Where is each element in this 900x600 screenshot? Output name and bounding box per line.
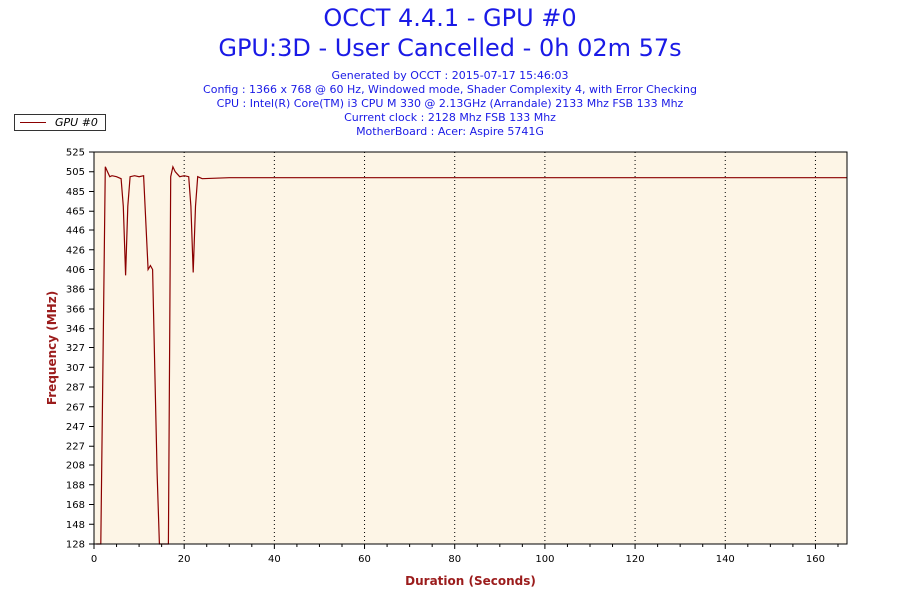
- chart-title: OCCT 4.4.1 - GPU #0: [323, 4, 577, 32]
- info-clock: Current clock : 2128 Mhz FSB 133 Mhz: [344, 111, 556, 124]
- legend: GPU #0: [14, 114, 106, 131]
- y-axis-ticks: 128 148 168 188 208 227 247 267 287 307 327 346 366 3…: [66, 148, 94, 551]
- legend-swatch: [20, 122, 46, 123]
- x-axis-ticks: 0 20 40 60 80 100 120 140 160: [91, 544, 839, 565]
- x-tick-label: 160: [806, 554, 825, 565]
- y-axis-title: Frequency (MHz): [45, 291, 59, 405]
- y-tick-label: 346: [66, 324, 85, 335]
- y-tick-label: 128: [66, 540, 85, 551]
- chart-subtitle: GPU:3D - User Cancelled - 0h 02m 57s: [218, 34, 682, 62]
- y-tick-label: 188: [66, 480, 85, 491]
- x-tick-label: 60: [358, 554, 371, 565]
- x-tick-label: 120: [626, 554, 645, 565]
- x-tick-label: 80: [448, 554, 461, 565]
- y-tick-label: 406: [66, 265, 85, 276]
- legend-label: GPU #0: [55, 116, 98, 129]
- plot-area: [94, 152, 847, 544]
- y-tick-label: 267: [66, 402, 85, 413]
- info-config: Config : 1366 x 768 @ 60 Hz, Windowed mo…: [203, 83, 697, 96]
- grid: [183, 152, 816, 544]
- y-tick-label: 307: [66, 363, 85, 374]
- y-tick-label: 227: [66, 442, 85, 453]
- info-generated: Generated by OCCT : 2015-07-17 15:46:03: [331, 69, 569, 82]
- y-tick-label: 426: [66, 245, 85, 256]
- y-tick-label: 505: [66, 167, 85, 178]
- y-tick-label: 465: [66, 207, 85, 218]
- y-tick-label: 168: [66, 500, 85, 511]
- x-tick-label: 140: [716, 554, 735, 565]
- x-tick-label: 20: [178, 554, 191, 565]
- y-tick-label: 287: [66, 383, 85, 394]
- y-tick-label: 525: [66, 148, 85, 159]
- y-tick-label: 386: [66, 285, 85, 296]
- x-tick-label: 100: [535, 554, 554, 565]
- info-motherboard: MotherBoard : Acer: Aspire 5741G: [356, 125, 544, 138]
- y-tick-label: 148: [66, 520, 85, 531]
- y-tick-label: 485: [66, 187, 85, 198]
- info-cpu: CPU : Intel(R) Core(TM) i3 CPU M 330 @ 2…: [216, 97, 684, 110]
- y-tick-label: 366: [66, 304, 85, 315]
- x-tick-label: 0: [91, 554, 97, 565]
- x-axis-title: Duration (Seconds): [405, 574, 536, 588]
- y-tick-label: 446: [66, 226, 85, 237]
- y-tick-label: 208: [66, 461, 85, 472]
- plot-border: [93, 151, 848, 545]
- x-tick-label: 40: [268, 554, 281, 565]
- y-tick-label: 327: [66, 343, 85, 354]
- series-line-gpu0: [96, 164, 847, 545]
- y-tick-label: 247: [66, 422, 85, 433]
